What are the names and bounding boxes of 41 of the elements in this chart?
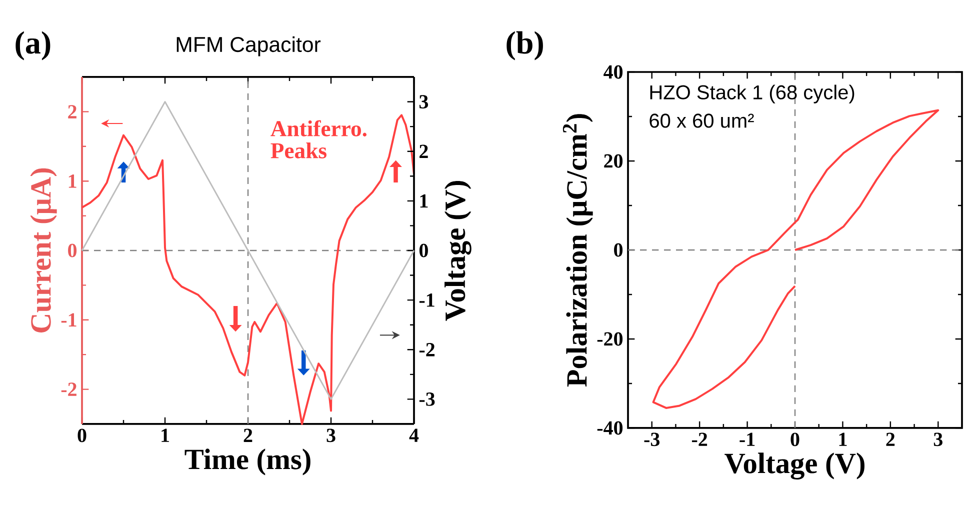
y-tick-label: 40 — [604, 65, 623, 79]
y2-tick-label: 0 — [419, 244, 428, 258]
x-tick-label: -1 — [740, 432, 755, 446]
y-tick-label: 20 — [604, 154, 623, 168]
y2-tick-label: 3 — [419, 95, 428, 108]
x-axis-title: Time (ms) — [184, 448, 310, 476]
x-axis-title: Voltage (V) — [724, 452, 864, 480]
y2-tick-label: 1 — [420, 194, 428, 208]
x-tick-label: 1 — [839, 432, 847, 446]
y-tick-label: -2 — [61, 382, 76, 396]
y-tick-label: 1 — [68, 174, 76, 188]
text: (b) — [506, 31, 543, 60]
x-tick-label: 1 — [162, 428, 169, 442]
y2-tick-label: -2 — [419, 343, 435, 356]
annotation: Peaks — [270, 142, 326, 158]
y-axis-title: Current (μA) — [30, 168, 57, 332]
chart-title: MFM Capacitor — [176, 36, 321, 56]
x-tick-label: -3 — [644, 432, 660, 446]
x-tick-label: 3 — [934, 432, 942, 446]
y2-tick-label: -1 — [419, 293, 434, 307]
y-tick-label: -40 — [597, 421, 623, 435]
x-tick-label: 0 — [78, 428, 86, 442]
x-tick-label: 2 — [886, 432, 895, 446]
y-tick-label: -1 — [61, 313, 76, 326]
y2-axis-title: Voltage (V) — [444, 181, 472, 321]
x-tick-label: 3 — [326, 428, 336, 442]
annotation: HZO Stack 1 (68 cycle) — [650, 84, 854, 104]
y-axis-title: Polarization (μC/cm$^{2}$) — [562, 114, 593, 387]
annotation: Antiferro. — [270, 120, 366, 136]
y-tick-label: 2 — [68, 105, 76, 118]
x-tick-label: 0 — [790, 432, 800, 446]
y-tick-label: 0 — [68, 244, 77, 258]
y2-tick-label: -3 — [419, 392, 435, 406]
text: (a) — [16, 31, 50, 60]
annotation: 60 x 60 um² — [650, 114, 754, 128]
x-tick-label: 2 — [244, 428, 252, 442]
y-tick-label: 0 — [614, 243, 623, 257]
x-tick-label: -2 — [692, 432, 708, 446]
y2-tick-label: 2 — [420, 144, 428, 158]
x-tick-label: 4 — [409, 428, 419, 442]
y-tick-label: -20 — [597, 332, 623, 346]
